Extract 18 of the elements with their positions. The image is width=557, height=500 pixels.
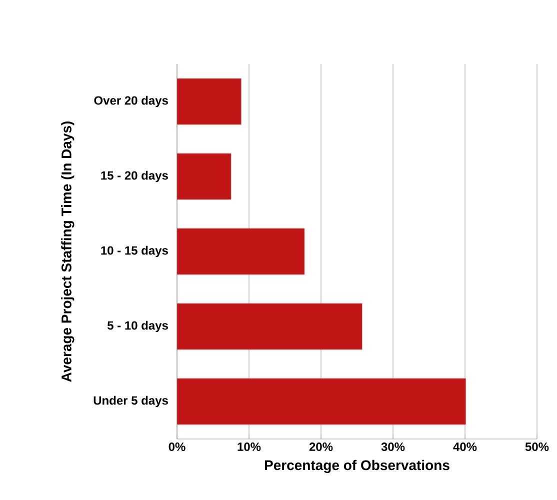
x-tick-label: 20%	[309, 442, 333, 452]
x-axis-title: Percentage of Observations	[264, 460, 450, 474]
bar	[177, 153, 232, 200]
y-tick-label: 5 - 10 days	[107, 320, 168, 332]
y-axis-title: Average Project Staffing Time (In Days)	[61, 122, 74, 382]
x-tick-label: 50%	[525, 442, 549, 452]
y-tick-label: Under 5 days	[94, 396, 168, 408]
bar	[177, 78, 242, 125]
bar	[177, 228, 305, 275]
bar	[177, 378, 466, 425]
y-tick-label: 15 - 20 days	[101, 170, 168, 182]
x-tick-label: 40%	[453, 442, 477, 452]
y-tick-label: Over 20 days	[94, 96, 168, 108]
x-tick-label: 10%	[238, 442, 261, 452]
bar	[177, 303, 362, 350]
x-tick-label: 0%	[168, 442, 186, 452]
y-tick-label: 10 - 15 days	[101, 246, 168, 258]
x-tick-label: 30%	[381, 442, 405, 452]
